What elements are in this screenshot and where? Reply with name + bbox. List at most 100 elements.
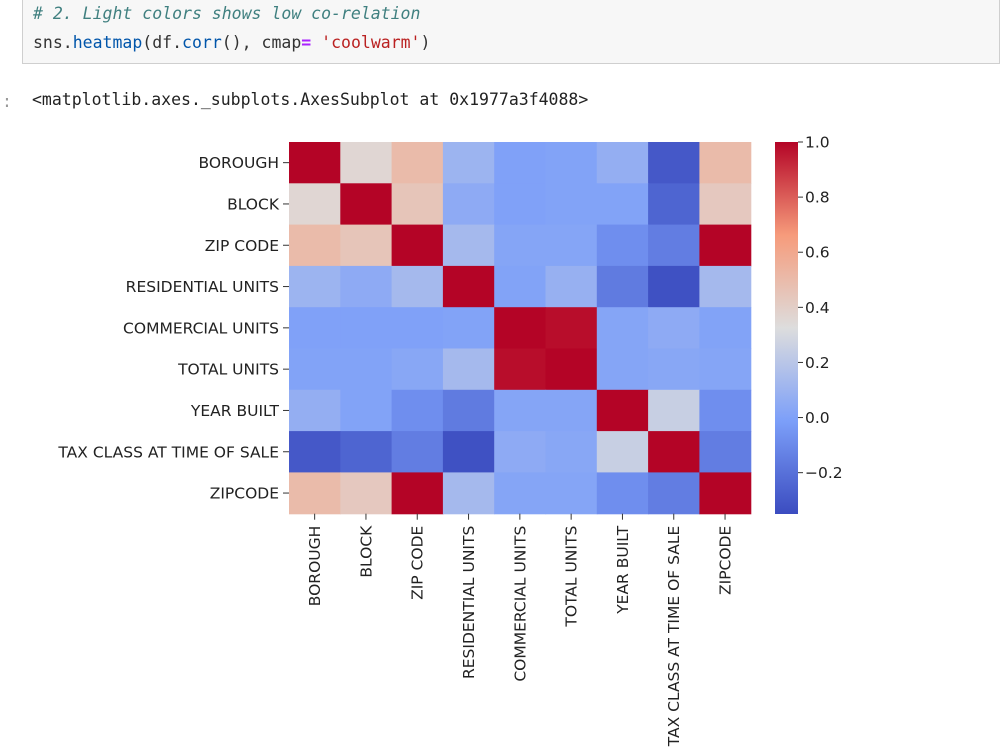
x-tick-label: COMMERCIAL UNITS: [511, 526, 529, 682]
heatmap-cell: [494, 389, 547, 432]
heatmap-cell: [494, 142, 547, 184]
y-tick-label: ZIP CODE: [205, 237, 279, 255]
heatmap-cell: [648, 348, 700, 391]
heatmap-cell: [340, 472, 393, 515]
heatmap-cell: [699, 348, 752, 391]
code-string: 'coolwarm': [321, 33, 421, 52]
heatmap-cell: [391, 265, 444, 308]
x-tick-label: TOTAL UNITS: [563, 526, 581, 628]
heatmap-cell: [442, 224, 495, 267]
heatmap-cell: [545, 265, 598, 308]
heatmap-cell: [545, 307, 598, 350]
heatmap-cell: [340, 142, 393, 184]
heatmap-cell: [596, 265, 649, 308]
heatmap-cell: [340, 183, 393, 226]
heatmap-cell: [289, 348, 341, 391]
heatmap-cell: [648, 142, 700, 184]
x-tick-label: ZIPCODE: [717, 526, 735, 595]
heatmap-cell: [545, 183, 598, 226]
heatmap-cell: [648, 307, 700, 350]
heatmap-cell: [289, 307, 341, 350]
heatmap-cell: [699, 224, 752, 267]
heatmap-cell: [699, 142, 752, 184]
code-prefix: sns.: [33, 33, 73, 52]
heatmap-cell: [494, 224, 547, 267]
heatmap-cell: [494, 307, 547, 350]
colorbar-tick-label: −0.2: [805, 464, 843, 482]
heatmap-cell: [289, 142, 341, 184]
heatmap-cell: [391, 389, 444, 432]
code-mid2: (), cmap: [221, 33, 302, 52]
heatmap-cell: [596, 348, 649, 391]
heatmap-cells: [289, 142, 752, 515]
colorbar-tick-label: 1.0: [805, 134, 830, 152]
colorbar-tick-label: 0.2: [805, 354, 830, 372]
heatmap-cell: [289, 265, 341, 308]
heatmap-cell: [442, 389, 495, 432]
colorbar: [775, 142, 798, 514]
heatmap-cell: [494, 265, 547, 308]
heatmap-cell: [648, 389, 700, 432]
heatmap-cell: [289, 431, 341, 473]
heatmap-cell: [442, 431, 495, 473]
heatmap-cell: [648, 224, 700, 267]
heatmap-cell: [289, 224, 341, 267]
heatmap-cell: [648, 431, 700, 473]
heatmap-cell: [699, 472, 752, 515]
x-tick-label: BLOCK: [357, 525, 375, 578]
code-statement-line: sns.heatmap(df.corr(), cmap= 'coolwarm'): [33, 33, 430, 52]
heatmap-cell: [340, 389, 393, 432]
code-mid: (df.: [142, 33, 183, 52]
heatmap-cell: [340, 224, 393, 267]
heatmap-cell: [545, 431, 598, 473]
heatmap-cell: [391, 142, 444, 184]
heatmap-cell: [494, 472, 547, 515]
heatmap-cell: [442, 348, 495, 391]
y-tick-label: COMMERCIAL UNITS: [123, 319, 279, 337]
x-tick-label: BOROUGH: [306, 526, 324, 607]
x-tick-label: YEAR BUILT: [614, 525, 632, 615]
heatmap-cell: [289, 183, 341, 226]
colorbar-tick-label: 0.6: [805, 244, 830, 262]
heatmap-cell: [442, 472, 495, 515]
heatmap-cell: [340, 348, 393, 391]
heatmap-cell: [391, 472, 444, 515]
heatmap-cell: [494, 431, 547, 473]
colorbar-ticks: 1.0 0.8 0.6 0.4 0.2 0.0 −0.2: [798, 134, 843, 482]
heatmap-cell: [699, 431, 752, 473]
heatmap-cell: [648, 472, 700, 515]
y-tick-label: BLOCK: [227, 195, 280, 213]
heatmap-cell: [391, 224, 444, 267]
colorbar-tick-label: 0.0: [805, 409, 830, 427]
code-space: [311, 33, 321, 52]
heatmap-cell: [494, 348, 547, 391]
heatmap-cell: [545, 472, 598, 515]
code-cell[interactable]: # 2. Light colors shows low co-relation …: [22, 0, 1000, 64]
heatmap-cell: [648, 183, 700, 226]
y-tick-label: YEAR BUILT: [190, 402, 280, 420]
heatmap-cell: [340, 431, 393, 473]
heatmap-cell: [596, 472, 649, 515]
output-prompt: :: [2, 92, 12, 111]
heatmap-cell: [340, 307, 393, 350]
code-comment: # 2. Light colors shows low co-relation: [33, 4, 421, 23]
heatmap-cell: [699, 183, 752, 226]
heatmap-cell: [391, 183, 444, 226]
heatmap-cell: [289, 389, 341, 432]
colorbar-tick-label: 0.4: [805, 299, 830, 317]
heatmap-cell: [289, 472, 341, 515]
heatmap-cell: [596, 224, 649, 267]
code-end: ): [420, 33, 431, 52]
x-tick-label: ZIP CODE: [409, 526, 427, 600]
heatmap-cell: [545, 224, 598, 267]
heatmap-cell: [442, 307, 495, 350]
heatmap-chart: BOROUGH BLOCK ZIP CODE RESIDENTIAL UNITS COM…: [57, 134, 843, 748]
heatmap-cell: [391, 307, 444, 350]
code-comment-line: # 2. Light colors shows low co-relation: [33, 4, 420, 23]
code-operator: =: [301, 33, 312, 52]
heatmap-cell: [545, 348, 598, 391]
heatmap-cell: [699, 389, 752, 432]
y-tick-label: BOROUGH: [198, 154, 279, 172]
heatmap-cell: [391, 431, 444, 473]
heatmap-cell: [596, 183, 649, 226]
